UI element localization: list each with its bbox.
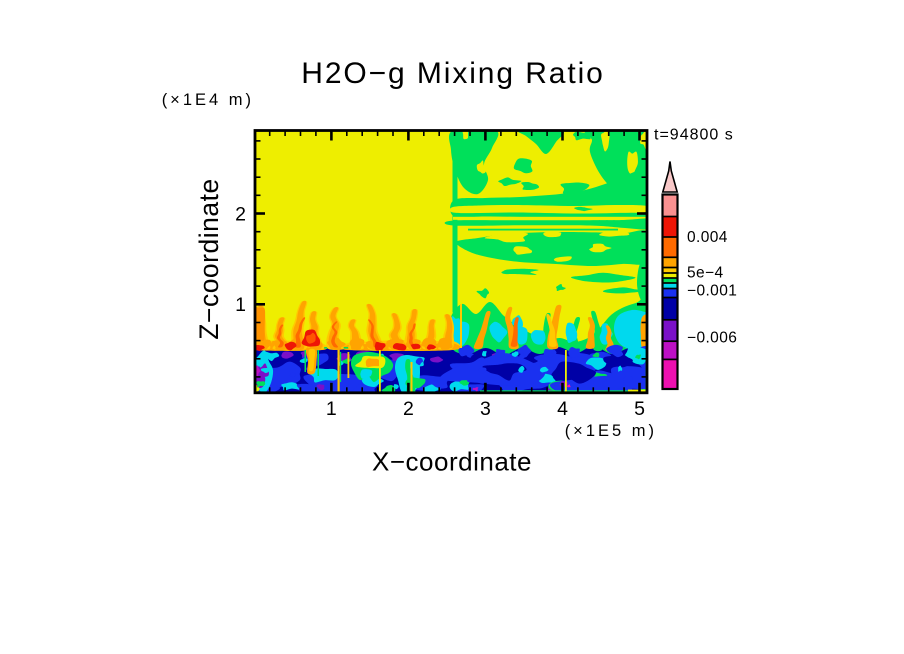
svg-text:2: 2: [235, 203, 246, 225]
svg-text:0.004: 0.004: [687, 229, 728, 246]
svg-text:−0.001: −0.001: [687, 283, 737, 300]
svg-text:−0.006: −0.006: [687, 330, 737, 347]
svg-text:(×1E4 m): (×1E4 m): [162, 91, 254, 109]
svg-text:5: 5: [634, 398, 645, 420]
svg-text:H2O−g Mixing Ratio: H2O−g Mixing Ratio: [301, 57, 604, 90]
svg-text:1: 1: [235, 294, 246, 316]
svg-text:2: 2: [403, 398, 414, 420]
svg-text:4: 4: [557, 398, 568, 420]
svg-text:1: 1: [326, 398, 337, 420]
svg-text:3: 3: [480, 398, 491, 420]
svg-text:X−coordinate: X−coordinate: [372, 447, 532, 477]
svg-text:5e−4: 5e−4: [687, 265, 724, 282]
svg-text:Z−coordinate: Z−coordinate: [194, 178, 224, 339]
svg-text:(×1E5 m): (×1E5 m): [565, 422, 657, 440]
svg-text:t=94800 s: t=94800 s: [654, 127, 734, 144]
